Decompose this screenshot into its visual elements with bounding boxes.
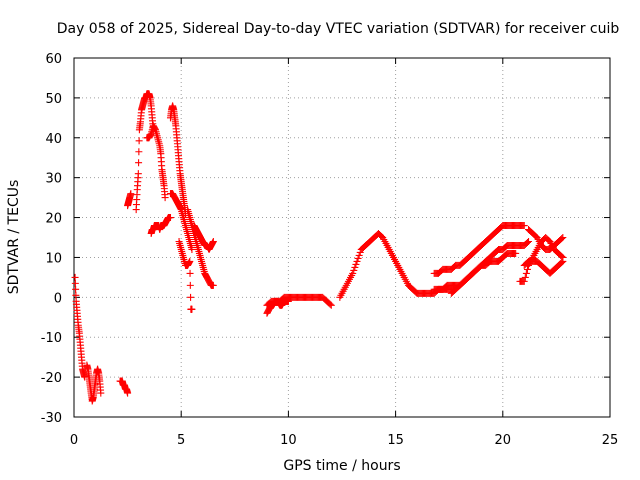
series-seg_mid_a — [124, 190, 135, 210]
data-point — [520, 222, 528, 230]
x-tick-label: 0 — [70, 433, 78, 448]
series-seg_late_upper — [190, 222, 217, 253]
series-seg_early_a — [83, 361, 105, 405]
series-seg_upper_rise — [430, 222, 528, 277]
data-point — [186, 257, 194, 265]
data-point — [209, 237, 217, 245]
data-point — [353, 257, 361, 265]
y-tick-label: -10 — [41, 331, 62, 346]
y-tick-label: 60 — [45, 52, 62, 67]
y-tick-label: 0 — [54, 291, 62, 306]
series-seg_flat_low — [263, 297, 292, 317]
y-tick-label: 40 — [45, 132, 62, 147]
plot-frame — [73, 57, 611, 418]
series-seg_peak1 — [132, 90, 157, 214]
x-axis-label: GPS time / hours — [283, 458, 400, 474]
x-tick-label: 5 — [177, 433, 185, 448]
data-point — [71, 273, 79, 281]
data-point — [523, 238, 531, 246]
series-seg_low_rise — [447, 249, 520, 297]
data-point — [558, 252, 566, 260]
data-point — [559, 257, 567, 265]
series-seg_early_drop — [71, 273, 89, 381]
data-point — [209, 281, 217, 289]
data-point — [127, 190, 135, 198]
data-point — [161, 194, 169, 202]
data-point — [520, 277, 528, 285]
x-tick-label: 10 — [280, 433, 297, 448]
data-point — [558, 258, 566, 266]
data-point — [72, 285, 80, 293]
data-point — [349, 269, 357, 277]
y-tick-label: 30 — [45, 172, 62, 187]
series-seg_rise_wave — [336, 230, 455, 301]
data-point — [355, 251, 363, 259]
data-point — [521, 273, 529, 281]
data-point — [559, 234, 567, 241]
data-point — [135, 148, 143, 156]
data-point — [166, 214, 174, 222]
data-point — [284, 297, 292, 305]
data-point — [134, 170, 142, 178]
x-tick-label: 15 — [387, 433, 404, 448]
y-tick-label: 20 — [45, 212, 62, 227]
x-tick-label: 25 — [602, 433, 619, 448]
data-point — [351, 263, 359, 271]
y-axis: -30 -20 -10 0 10 20 30 40 50 60 — [41, 52, 610, 426]
series-seg_late_decay — [184, 206, 217, 289]
data-point — [135, 159, 143, 167]
series-seg_peak1_low — [143, 122, 169, 202]
data-point — [326, 300, 334, 308]
data-points — [71, 90, 567, 405]
data-point — [97, 389, 105, 397]
data-point — [186, 281, 194, 289]
data-point — [72, 291, 80, 299]
data-point — [188, 245, 196, 253]
data-point — [186, 269, 194, 277]
y-tick-label: -20 — [41, 371, 62, 386]
data-point — [188, 305, 196, 313]
series-seg_peak2_tail — [175, 237, 196, 313]
data-point — [354, 254, 362, 262]
data-point — [350, 266, 358, 274]
y-axis-label: SDTVAR / TECUs — [6, 180, 22, 295]
data-point — [71, 279, 79, 287]
series-seg_peak2_low — [166, 190, 196, 253]
data-point — [512, 249, 520, 257]
chart-title: Day 058 of 2025, Sidereal Day-to-day VTE… — [57, 21, 620, 37]
data-point — [327, 301, 335, 309]
y-tick-label: 10 — [45, 251, 62, 266]
series-seg_end_upper — [525, 226, 567, 253]
data-point — [522, 269, 530, 277]
series-seg_early_b — [116, 377, 132, 397]
data-point — [352, 260, 360, 268]
data-point — [135, 137, 143, 145]
y-tick-label: -30 — [41, 411, 62, 426]
data-point — [124, 389, 132, 397]
series-seg_peak1_drop — [147, 214, 174, 238]
series-seg_end_low — [520, 257, 567, 277]
data-point — [525, 237, 533, 245]
data-point — [523, 265, 531, 273]
series-seg_peak2 — [166, 102, 189, 218]
data-point — [558, 234, 566, 242]
data-point — [356, 248, 364, 256]
data-point — [187, 293, 195, 301]
y-tick-label: 50 — [45, 92, 62, 107]
x-tick-label: 20 — [495, 433, 512, 448]
